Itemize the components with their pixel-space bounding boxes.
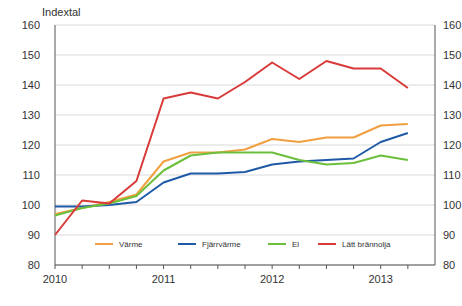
series-line [55,133,408,207]
x-tick-label: 2012 [260,273,284,285]
x-tick [217,265,218,269]
y2-tick-label: 100 [443,199,461,211]
legend-swatch [95,243,113,245]
x-tick-label: 2011 [152,273,176,285]
y-tick-label: 150 [22,49,40,61]
grid-line [55,25,435,26]
y2-tick-label: 140 [443,79,461,91]
x-tick [326,265,327,269]
y2-tick-label: 160 [443,19,461,31]
y-tick-label: 90 [28,229,40,241]
legend-swatch [318,243,336,245]
x-tick [245,265,246,269]
x-tick [272,265,273,269]
y2-axis [435,25,436,265]
x-tick [407,265,408,269]
y2-tick-label: 130 [443,109,461,121]
x-tick [55,265,56,269]
y-tick-label: 100 [22,199,40,211]
x-tick [190,265,191,269]
grid-line [55,115,435,116]
legend-label: El [292,240,299,249]
y-axis-label: Indextal [42,6,81,18]
y-tick-label: 160 [22,19,40,31]
x-tick [109,265,110,269]
y2-tick-label: 120 [443,139,461,151]
legend-swatch [178,243,196,245]
x-tick [136,265,137,269]
y-tick-label: 110 [22,169,40,181]
y-axis [55,25,56,265]
x-tick-label: 2010 [43,273,67,285]
y-tick-label: 140 [22,79,40,91]
grid-line [55,175,435,176]
series-line [55,124,408,214]
y-tick-label: 120 [22,139,40,151]
y2-tick-label: 80 [443,259,455,271]
y-tick-label: 130 [22,109,40,121]
x-tick [353,265,354,269]
series-line [55,153,408,216]
series-line [55,61,408,235]
legend-label: Lätt brännolja [342,240,391,249]
y-tick-label: 80 [28,259,40,271]
x-tick [82,265,83,269]
legend-label: Fjärrvärme [202,240,241,249]
grid-line [55,55,435,56]
chart: 80 80 90 90 100 100 110 110 120 120 130 130 140 140 15… [0,0,462,306]
legend-swatch [268,243,286,245]
legend-label: Värme [119,240,143,249]
x-tick-label: 2013 [368,273,392,285]
y2-tick-label: 150 [443,49,461,61]
y2-tick-label: 110 [443,169,461,181]
y2-tick-label: 90 [443,229,455,241]
x-tick [299,265,300,269]
x-tick [163,265,164,269]
plot-area [55,61,408,235]
grid-line [55,85,435,86]
x-tick [380,265,381,269]
grid-line [55,235,435,236]
